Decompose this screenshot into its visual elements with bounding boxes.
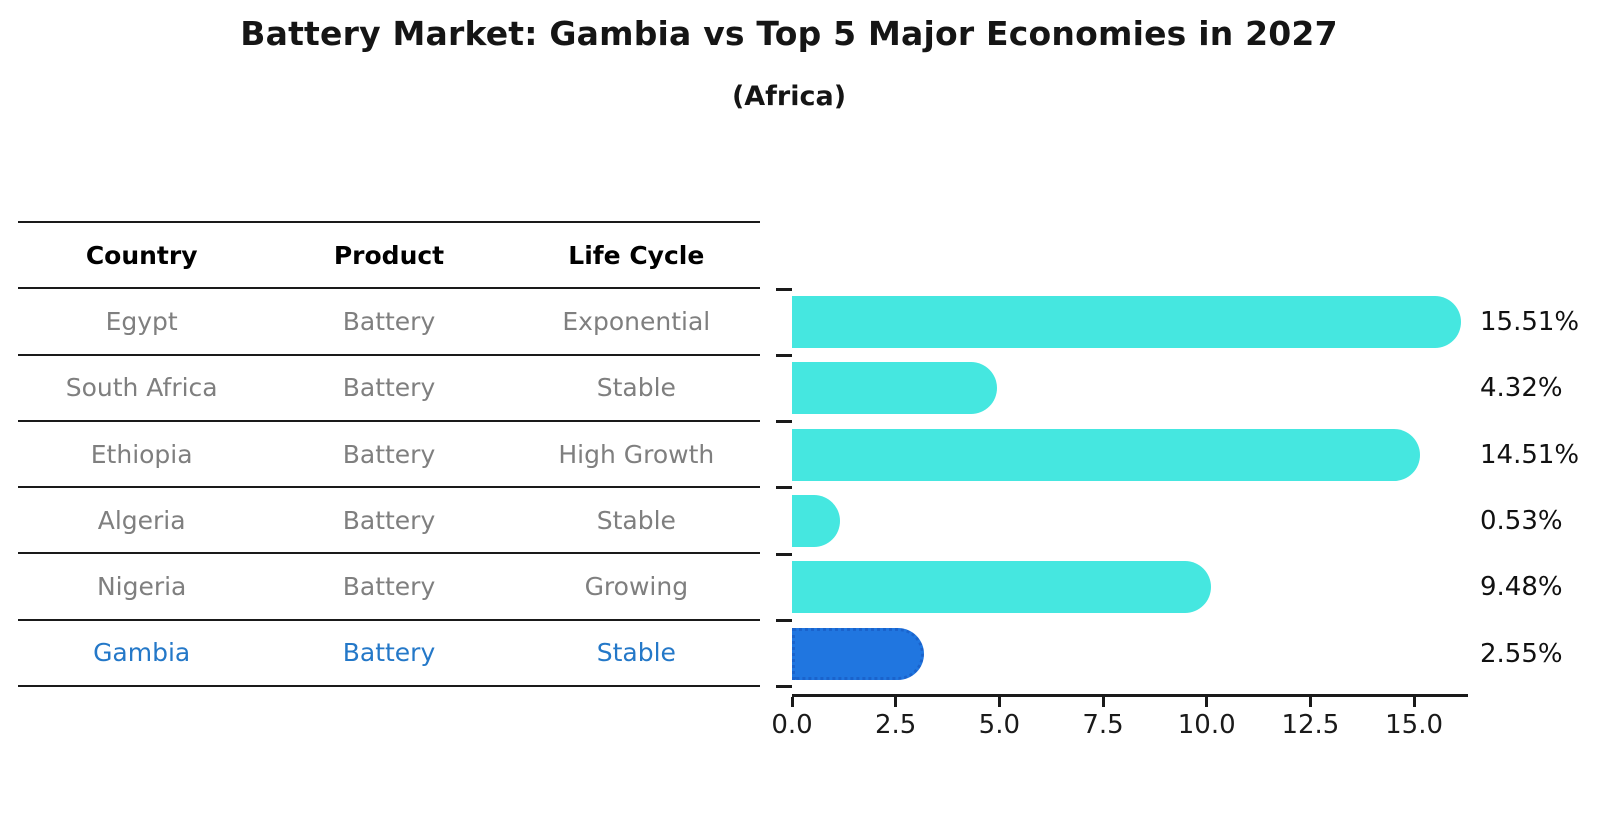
table-cell-product: Battery	[342, 373, 436, 403]
x-axis-tick-label: 7.5	[1082, 710, 1124, 740]
bar-nigeria	[792, 561, 1212, 614]
column-header-country: Country	[85, 240, 198, 270]
table-cell-product: Battery	[342, 306, 436, 336]
x-axis-tick	[997, 697, 1001, 707]
table-row: Ethiopia Battery High Growth	[18, 422, 760, 489]
table-row: Algeria Battery Stable	[18, 488, 760, 555]
y-axis-tick	[776, 353, 792, 357]
x-axis-tick	[1412, 697, 1416, 707]
table-cell-lifecycle: Stable	[596, 638, 676, 668]
table-cell-lifecycle: Stable	[596, 373, 676, 403]
x-axis-tick-label: 12.5	[1281, 710, 1340, 740]
y-axis-tick	[776, 420, 792, 424]
table-cell-lifecycle: Exponential	[562, 306, 711, 336]
bar-chart: 15.51% 4.32% 14.51% 0.53% 9.48% 2.55% 0.…	[771, 287, 1579, 769]
x-axis-tick	[1205, 697, 1209, 707]
y-axis-tick	[776, 287, 792, 291]
table-cell-country: Ethiopia	[90, 439, 193, 469]
chart-title: Battery Market: Gambia vs Top 5 Major Ec…	[240, 14, 1338, 53]
x-axis-tick	[1101, 697, 1105, 707]
x-axis-tick-label: 0.0	[771, 710, 813, 740]
table-cell-country: Algeria	[97, 505, 186, 535]
bar-algeria	[792, 495, 840, 548]
table-cell-product: Battery	[342, 505, 436, 535]
country-table: Country Product Life Cycle Egypt Battery…	[18, 221, 760, 688]
bar-value-label: 9.48%	[1480, 572, 1563, 603]
table-row: South Africa Battery Stable	[18, 356, 760, 422]
x-axis-tick	[894, 697, 898, 707]
bar-gambia	[792, 627, 924, 680]
table-cell-product: Battery	[342, 439, 436, 469]
x-axis-tick-label: 2.5	[874, 710, 917, 740]
table-row: Gambia Battery Stable	[18, 621, 760, 688]
bar-south-africa	[792, 362, 998, 415]
table-row: Nigeria Battery Growing	[18, 554, 760, 621]
bar-value-label: 0.53%	[1480, 505, 1563, 536]
bar-value-label: 15.51%	[1480, 307, 1580, 337]
chart-subtitle: (Africa)	[731, 81, 847, 112]
x-axis-tick-label: 10.0	[1177, 710, 1236, 740]
table-cell-lifecycle: High Growth	[558, 439, 715, 469]
table-cell-country: Nigeria	[96, 572, 187, 602]
bar-egypt	[792, 296, 1462, 349]
y-axis-tick	[776, 552, 792, 556]
table-cell-lifecycle: Stable	[596, 505, 676, 535]
bar-value-label: 4.32%	[1480, 373, 1563, 404]
table-cell-country: Gambia	[93, 638, 191, 668]
y-axis-tick	[776, 486, 792, 490]
x-axis-line	[792, 694, 1468, 697]
table-cell-country: South Africa	[65, 373, 218, 403]
x-axis-tick-label: 5.0	[978, 710, 1021, 740]
column-header-lifecycle: Life Cycle	[568, 240, 705, 270]
bar-value-label: 2.55%	[1480, 638, 1563, 669]
bar-ethiopia	[792, 428, 1420, 481]
table-cell-product: Battery	[342, 572, 436, 602]
table-cell-lifecycle: Growing	[584, 572, 689, 602]
table-cell-country: Egypt	[105, 306, 178, 336]
column-header-product: Product	[333, 240, 445, 270]
x-axis-tick	[790, 697, 794, 707]
x-axis-tick	[1308, 697, 1312, 707]
table-row: Egypt Battery Exponential	[18, 289, 760, 356]
y-axis-tick	[776, 619, 792, 622]
x-axis-tick-label: 15.0	[1385, 710, 1444, 740]
table-body: Egypt Battery Exponential South Africa B…	[18, 289, 760, 688]
table-header-row: Country Product Life Cycle	[18, 223, 760, 290]
table-cell-product: Battery	[342, 638, 436, 668]
bar-value-label: 14.51%	[1480, 439, 1580, 470]
y-axis-tick	[776, 685, 792, 689]
